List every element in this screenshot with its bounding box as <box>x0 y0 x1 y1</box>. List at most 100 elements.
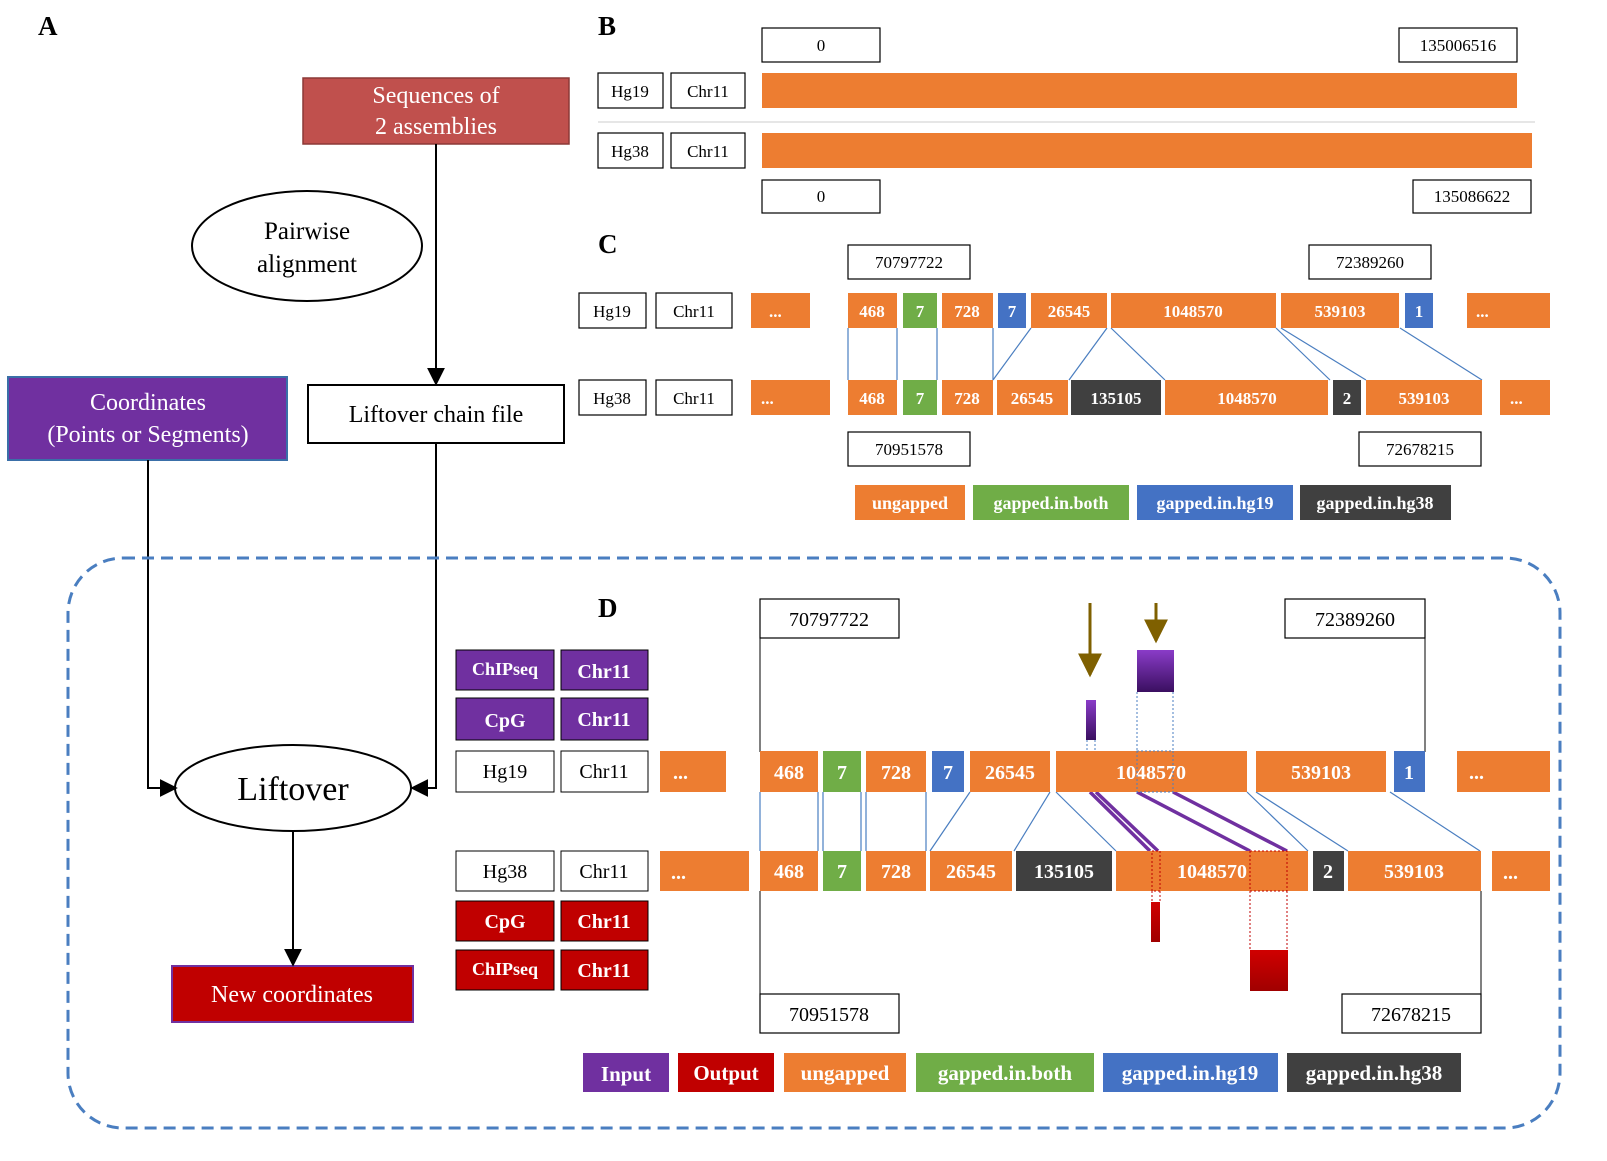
hg19-assembly-label: Hg19 <box>611 82 649 101</box>
hg38-end-box <box>1412 179 1532 214</box>
hg19-block-label-d: 1 <box>1404 762 1414 784</box>
hg38-block-label: 728 <box>954 389 980 408</box>
hg19-chr: Chr11 <box>673 302 715 321</box>
coordinates-line2: (Points or Segments) <box>47 422 248 448</box>
hg19-ellipsis-right-block <box>1467 293 1550 328</box>
cpg-input-label-box <box>455 697 555 741</box>
legend-swatch-gapped-both <box>973 485 1129 520</box>
cpg-output-chr: Chr11 <box>577 911 630 933</box>
sequences-line2: 2 assemblies <box>375 114 497 140</box>
hg19-end-value: 135006516 <box>1420 36 1497 55</box>
hg38-block-label-d: 1048570 <box>1177 861 1247 883</box>
hg38-block <box>1165 380 1328 415</box>
hg38-region-end-box <box>1358 431 1482 467</box>
hg38-region-end-box-d <box>1341 993 1482 1034</box>
hg38-block <box>942 380 993 415</box>
hg19-block-label: 1 <box>1415 302 1424 321</box>
legend-swatch-gapped-both-d <box>916 1053 1094 1092</box>
chipseq-input-feature <box>1137 650 1174 692</box>
chipseq-input-chr: Chr11 <box>577 661 630 683</box>
arrow-chain-to-liftover <box>410 443 437 797</box>
hg38-block <box>1071 380 1161 415</box>
legend-gapped-both-d: gapped.in.both <box>938 1061 1073 1085</box>
hg38-block-label-d: 26545 <box>946 861 996 883</box>
hg19-chr-label: Chr11 <box>687 82 729 101</box>
hg38-end-value: 135086622 <box>1434 187 1511 206</box>
hg19-block <box>848 293 897 328</box>
mapped-region-outline <box>1249 850 1288 892</box>
hg19-block <box>1281 293 1399 328</box>
cpg-output-label-box <box>455 900 555 942</box>
legend-gapped-both: gapped.in.both <box>993 493 1108 513</box>
liftover-region-border <box>66 556 1562 1130</box>
legend-swatch-gapped-hg19 <box>1137 485 1293 520</box>
hg19-region-end-box-d <box>1284 598 1426 639</box>
hg38-label-d: Hg38 <box>483 861 527 883</box>
hg19-ellipsis-left-block-d <box>660 751 726 792</box>
hg38-block-d <box>1348 851 1481 891</box>
hg38-chr-label-box <box>670 132 746 169</box>
hg38-block <box>848 380 897 415</box>
hg19-block <box>903 293 937 328</box>
panel-c: 70797722 72389260 Hg19 Chr11 Hg38 Chr11 … <box>578 244 1550 520</box>
chipseq-output-feature <box>1250 950 1288 991</box>
hg19-block-label-d: 468 <box>774 762 804 784</box>
legend-output: Output <box>693 1061 758 1085</box>
hg19-region-start-box-d <box>759 598 900 639</box>
chipseq-output-label: ChIPseq <box>472 959 538 979</box>
hg38-region-end: 72678215 <box>1386 440 1454 459</box>
legend-swatch-input <box>583 1053 669 1092</box>
cpg-output-feature <box>1151 902 1160 942</box>
hg19-block-d <box>1056 751 1247 792</box>
hg38-ellipsis-left-block-d <box>660 851 749 891</box>
hg19-start-box <box>761 27 881 63</box>
legend-swatch-ungapped <box>855 485 965 520</box>
sequences-box <box>302 77 570 145</box>
hg38-block-label: 1048570 <box>1217 389 1277 408</box>
hg19-block-label: 728 <box>954 302 980 321</box>
hg19-ellipsis-right: ... <box>1476 302 1489 321</box>
legend-swatch-gapped-hg38-d <box>1287 1053 1461 1092</box>
pairwise-line2: alignment <box>257 251 357 278</box>
hg38-block-d <box>823 851 861 891</box>
hg19-block-label-d: 539103 <box>1291 762 1351 784</box>
arrow-coordinates-to-liftover <box>147 460 178 797</box>
new-coordinates-label: New coordinates <box>211 982 373 1008</box>
legend-gapped-hg19-d: gapped.in.hg19 <box>1122 1061 1259 1085</box>
panel-label-d: D <box>598 593 618 623</box>
hg19-chromosome-bar <box>762 73 1517 108</box>
flowchart: Sequences of 2 assemblies Pairwise align… <box>7 77 570 1023</box>
mapped-region-outline <box>1151 850 1161 892</box>
hg38-block-d <box>930 851 1012 891</box>
hg38-block-label: 2 <box>1343 389 1352 408</box>
chipseq-input-label-box <box>455 649 555 691</box>
hg19-region-end-box <box>1308 244 1432 280</box>
hg38-chr-label: Chr11 <box>687 142 729 161</box>
panel-d: 70797722 72389260 70951578 72678215 ChIP… <box>455 598 1550 1092</box>
chipseq-input-label: ChIPseq <box>472 659 538 679</box>
hg38-assembly-label-box <box>597 132 664 169</box>
hg19-start-value: 0 <box>817 36 826 55</box>
hg19-block-label: 7 <box>916 302 925 321</box>
hg38-start-box <box>761 179 881 214</box>
chipseq-output-chr: Chr11 <box>577 960 630 982</box>
chipseq-input-chr-box <box>560 649 649 691</box>
hg19-block-label: 7 <box>1008 302 1017 321</box>
hg19-block-label: 26545 <box>1048 302 1091 321</box>
hg38-label: Hg38 <box>593 389 631 408</box>
hg19-chr-box <box>655 292 733 329</box>
hg19-block-label: 468 <box>859 302 885 321</box>
hg19-region-end: 72389260 <box>1336 253 1404 272</box>
chipseq-output-chr-box <box>560 949 649 991</box>
hg19-block-d <box>760 751 818 792</box>
hg38-chr-box <box>655 379 733 416</box>
hg19-block-label-d: 1048570 <box>1116 762 1186 784</box>
hg38-chromosome-bar <box>762 133 1532 168</box>
hg38-block-label: 26545 <box>1011 389 1054 408</box>
hg19-ellipsis-left-block <box>751 293 810 328</box>
hg19-region-start-box <box>847 244 971 280</box>
hg38-block-label: 468 <box>859 389 885 408</box>
panel-c-connectors <box>847 327 1483 381</box>
hg38-region-start-box-d <box>759 993 900 1034</box>
